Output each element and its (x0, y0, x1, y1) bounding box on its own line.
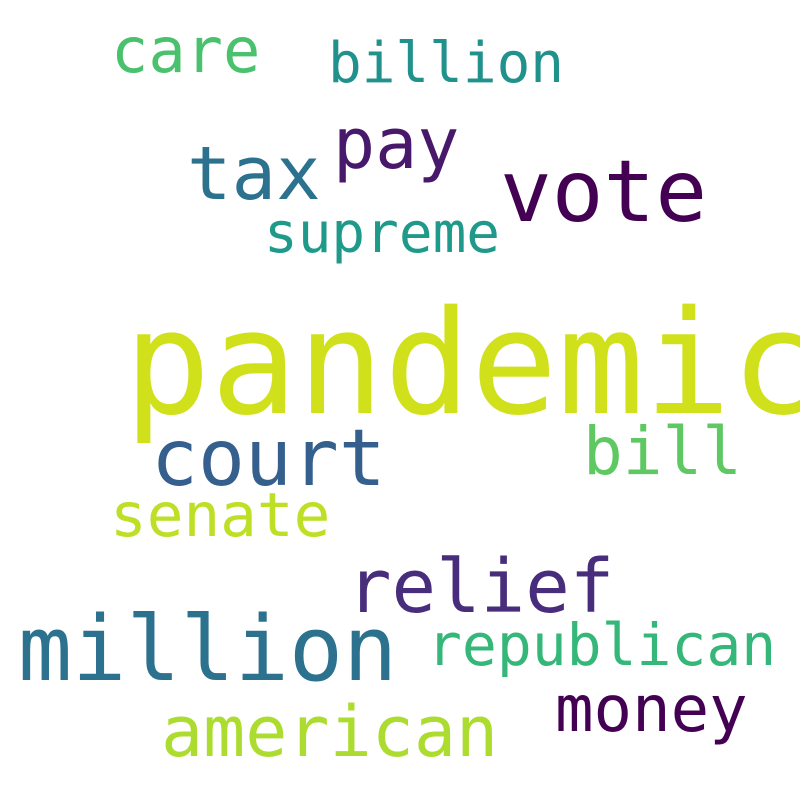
word-care: care (111, 14, 261, 87)
word-pay: pay (333, 103, 460, 185)
word-senate: senate (110, 480, 331, 551)
word-million: million (18, 597, 398, 702)
word-relief: relief (347, 544, 615, 630)
word-tax: tax (187, 131, 321, 217)
word-bill: bill (583, 413, 742, 490)
word-court: court (151, 414, 386, 504)
word-money: money (555, 673, 748, 747)
word-billion: billion (328, 31, 565, 96)
word-vote: vote (500, 142, 708, 242)
word-pandemic: pandemic (124, 279, 800, 447)
word-supreme: supreme (264, 201, 501, 266)
word-american: american (161, 691, 499, 773)
word-republican: republican (427, 611, 777, 679)
